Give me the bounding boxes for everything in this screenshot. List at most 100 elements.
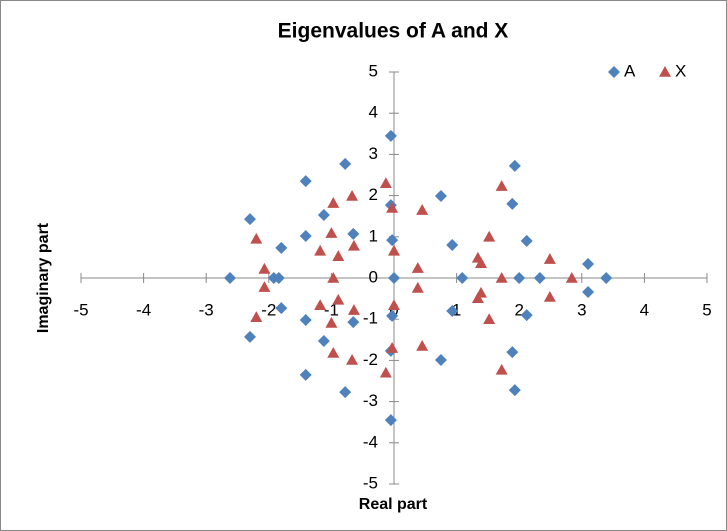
legend-label: A	[624, 61, 636, 80]
x-tick-label: -1	[324, 300, 339, 319]
point	[346, 190, 359, 201]
point	[379, 366, 392, 378]
point	[258, 262, 271, 274]
point	[223, 272, 236, 284]
y-tick-label: 5	[369, 61, 378, 80]
point	[411, 262, 424, 273]
point	[332, 250, 345, 261]
point	[565, 272, 578, 283]
point	[325, 316, 338, 328]
point	[388, 299, 400, 310]
y-tick-label: -1	[363, 309, 378, 328]
point	[475, 257, 488, 268]
point	[275, 302, 288, 315]
point	[506, 346, 519, 359]
point	[250, 311, 263, 322]
point	[434, 190, 447, 203]
point	[543, 290, 556, 302]
point	[543, 253, 556, 264]
y-tick-label: -2	[363, 350, 378, 369]
point	[325, 227, 338, 238]
y-tick-label: -4	[363, 432, 378, 451]
point	[347, 316, 360, 329]
point	[299, 175, 312, 188]
point	[520, 309, 533, 322]
point	[434, 353, 447, 366]
point	[332, 293, 345, 305]
y-axis-title: Imaginary part	[35, 222, 52, 333]
point	[495, 363, 508, 375]
point	[600, 272, 613, 284]
y-tick-label: 0	[369, 267, 378, 286]
point	[299, 314, 312, 327]
x-tick-label: 4	[640, 300, 649, 319]
point	[384, 129, 397, 142]
point	[416, 204, 429, 215]
point	[506, 197, 519, 210]
x-tick-label: 5	[702, 300, 711, 319]
point	[388, 244, 400, 256]
point	[346, 353, 359, 365]
point	[327, 272, 340, 283]
point	[411, 281, 424, 293]
point	[495, 272, 508, 283]
point	[347, 227, 360, 240]
point	[339, 386, 352, 399]
x-tick-label: -2	[261, 300, 276, 319]
point	[299, 229, 312, 242]
point	[386, 234, 399, 247]
y-tick-label: 2	[369, 185, 378, 204]
point	[317, 335, 330, 348]
x-axis-title: Real part	[359, 496, 428, 513]
point	[388, 272, 400, 284]
point	[275, 241, 288, 254]
y-tick-label: -3	[363, 391, 378, 410]
point	[483, 230, 496, 242]
point	[244, 330, 257, 343]
point	[582, 257, 595, 270]
x-tick-label: -5	[73, 300, 88, 319]
point	[272, 272, 285, 284]
point	[317, 208, 330, 221]
legend-marker	[659, 66, 671, 77]
point	[327, 197, 340, 208]
point	[513, 272, 526, 284]
point	[386, 342, 399, 353]
x-tick-label: 2	[514, 300, 523, 319]
legend-label: X	[675, 61, 686, 80]
point	[386, 201, 399, 213]
point	[483, 313, 496, 324]
point	[314, 299, 327, 310]
point	[347, 304, 360, 315]
point	[446, 304, 459, 317]
point	[250, 232, 263, 244]
y-tick-label: -5	[363, 473, 378, 492]
point	[339, 157, 352, 170]
point	[495, 180, 508, 191]
x-tick-label: 3	[577, 300, 586, 319]
point	[379, 177, 392, 189]
point	[533, 272, 546, 284]
point	[508, 159, 521, 172]
y-tick-label: 1	[369, 226, 378, 245]
point	[456, 272, 469, 284]
point	[446, 239, 459, 252]
point	[582, 286, 595, 299]
point	[299, 368, 312, 381]
x-tick-label: -4	[136, 300, 151, 319]
point	[244, 213, 257, 226]
point	[475, 286, 488, 298]
point	[386, 309, 399, 322]
point	[508, 384, 521, 397]
point	[314, 244, 327, 256]
point	[347, 239, 360, 251]
point	[258, 281, 271, 292]
y-tick-label: 3	[369, 144, 378, 163]
point	[416, 339, 429, 351]
point	[384, 414, 397, 427]
point	[520, 234, 533, 247]
y-tick-label: 4	[369, 103, 378, 122]
legend-marker	[608, 66, 620, 78]
